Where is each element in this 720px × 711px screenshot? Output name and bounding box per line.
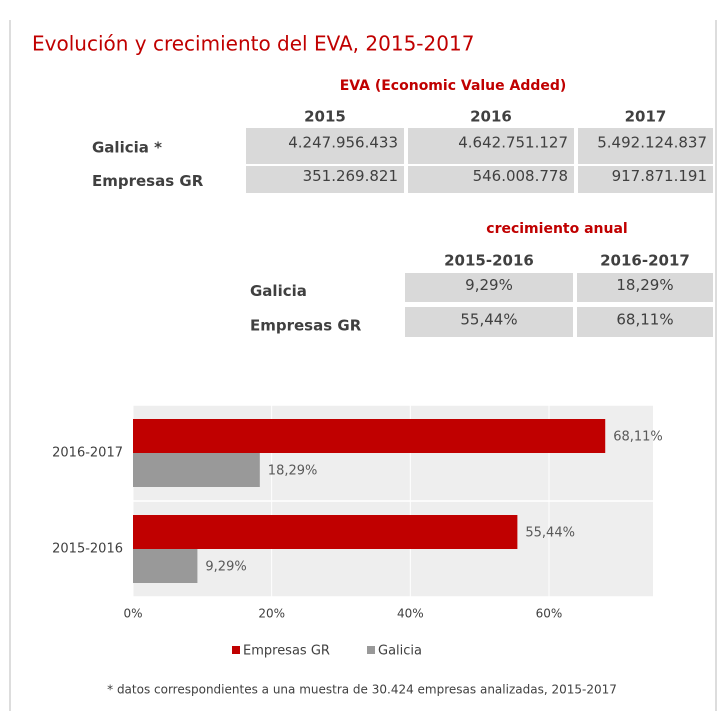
footnote: * datos correspondientes a una muestra d…: [107, 683, 617, 697]
cell-value: 546.008.778: [473, 167, 568, 185]
eva-title: EVA (Economic Value Added): [340, 78, 567, 94]
cell-value: 9,29%: [465, 276, 513, 294]
cell-value: 351.269.821: [303, 167, 398, 185]
x-tick-label: 40%: [397, 607, 424, 621]
x-tick-label: 20%: [258, 607, 285, 621]
cell-value: 68,11%: [616, 311, 673, 329]
legend-label: Galicia: [378, 644, 422, 659]
cell: [577, 273, 713, 302]
row-label: Empresas GR: [92, 172, 204, 190]
column-header: 2016-2017: [600, 252, 690, 270]
cell-value: 4.247.956.433: [288, 134, 398, 152]
cell: [405, 307, 573, 337]
row-label: Galicia: [250, 282, 307, 300]
bar: [133, 453, 260, 487]
cell-value: 4.642.751.127: [458, 134, 568, 152]
cell: [578, 128, 713, 164]
cell-value: 5.492.124.837: [597, 134, 707, 152]
cell: [408, 166, 574, 193]
cell: [246, 166, 404, 193]
row-label: Empresas GR: [250, 317, 362, 335]
bar: [133, 419, 606, 453]
bar: [133, 549, 198, 583]
column-header: 2015: [304, 108, 346, 126]
bar: [133, 515, 518, 549]
column-header: 2015-2016: [444, 252, 534, 270]
cell-value: 18,29%: [616, 276, 673, 294]
cell: [405, 273, 573, 302]
cell: [408, 128, 574, 164]
row-label: Galicia *: [92, 139, 162, 157]
legend-swatch: [367, 646, 375, 654]
value-label: 9,29%: [205, 560, 246, 575]
cell: [246, 128, 404, 164]
cell-value: 55,44%: [460, 311, 517, 329]
page-title: Evolución y crecimiento del EVA, 2015-20…: [32, 32, 474, 56]
x-tick-label: 60%: [536, 607, 563, 621]
cell: [578, 166, 713, 193]
column-header: 2017: [625, 108, 667, 126]
value-label: 68,11%: [613, 430, 663, 445]
y-tick-label: 2015-2016: [52, 542, 123, 557]
legend-swatch: [232, 646, 240, 654]
y-tick-label: 2016-2017: [52, 446, 123, 461]
value-label: 18,29%: [268, 464, 318, 479]
x-tick-label: 0%: [123, 607, 142, 621]
cell-value: 917.871.191: [612, 167, 707, 185]
growth-title: crecimiento anual: [486, 221, 627, 237]
value-label: 55,44%: [525, 526, 575, 541]
cell: [577, 307, 713, 337]
legend-label: Empresas GR: [243, 644, 330, 659]
column-header: 2016: [470, 108, 512, 126]
